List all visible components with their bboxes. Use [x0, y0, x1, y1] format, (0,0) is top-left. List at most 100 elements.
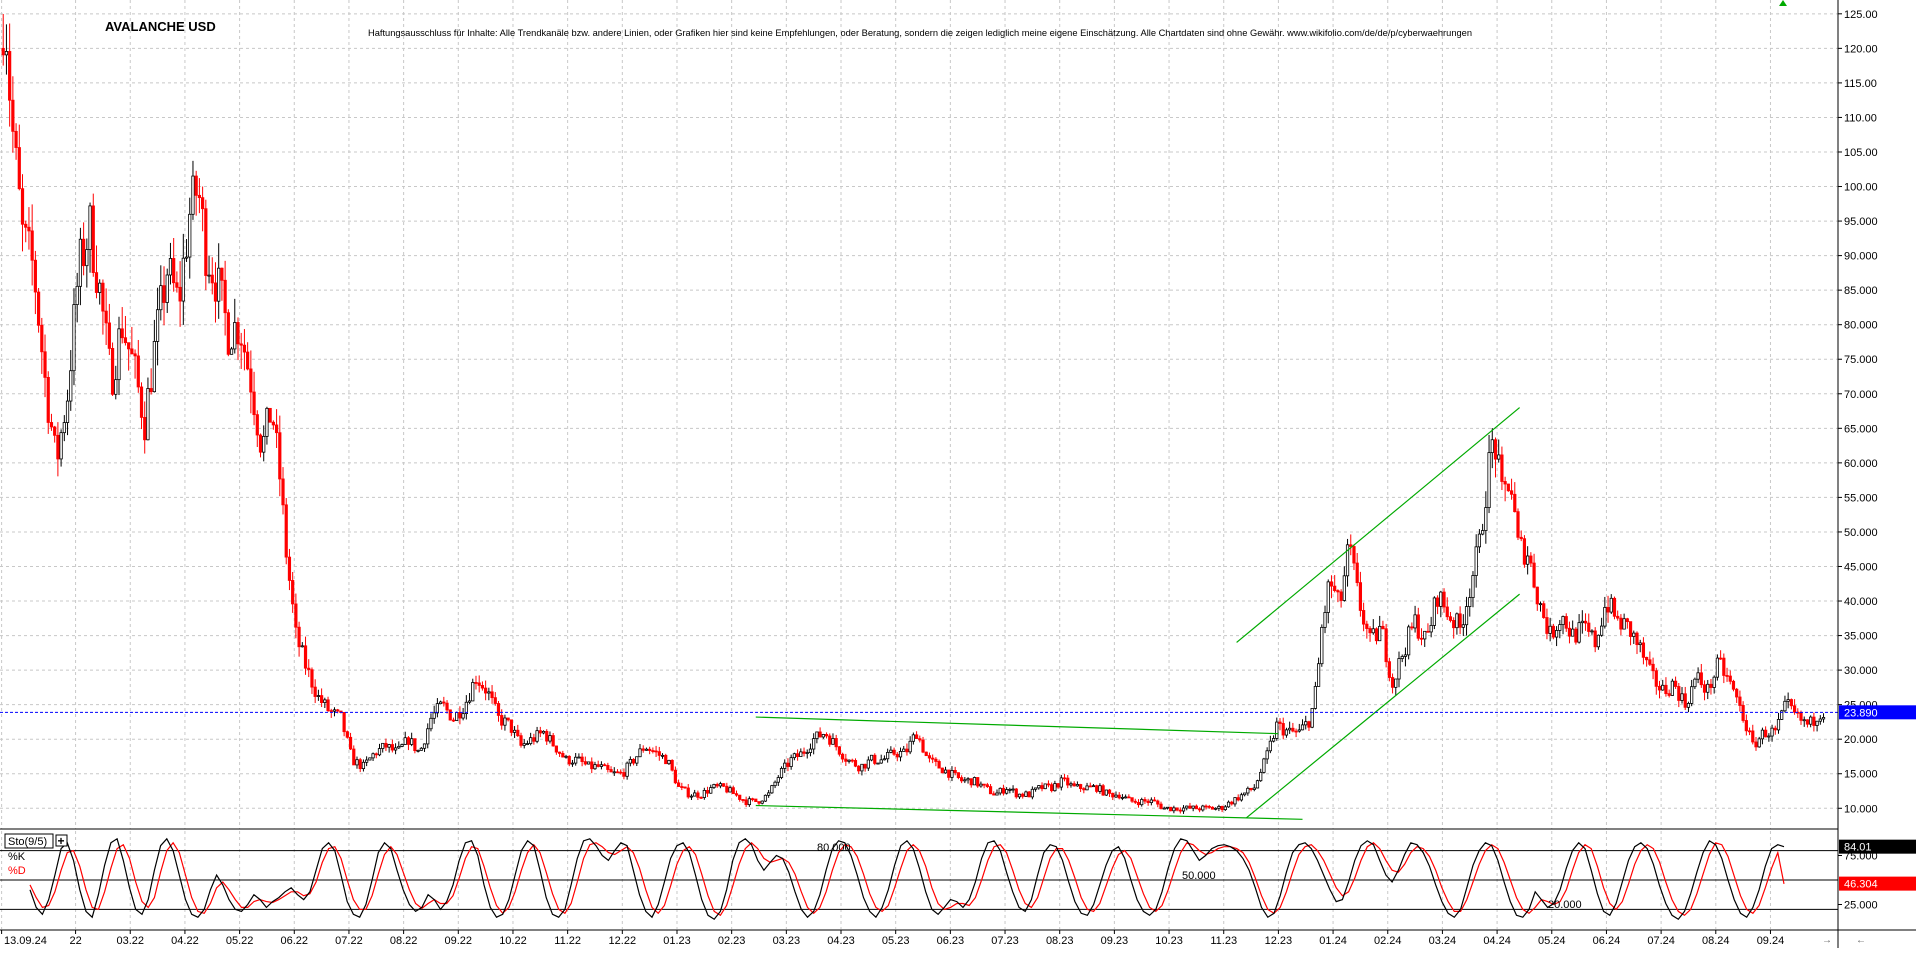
candle-body — [255, 414, 259, 436]
candle-body — [320, 695, 324, 703]
candle-body — [223, 279, 227, 314]
legend-d-label: %D — [8, 865, 26, 877]
candle-body — [1217, 806, 1221, 809]
x-tick-label: 03.24 — [1429, 935, 1457, 947]
candle-body — [545, 730, 549, 742]
price-grid — [0, 0, 1838, 829]
candle-body — [1509, 490, 1514, 495]
candle-body — [1159, 803, 1163, 809]
candle-body — [683, 786, 687, 789]
price-tick-label: 50.000 — [1844, 527, 1878, 539]
candle-body — [1738, 696, 1742, 706]
candle-body — [1577, 622, 1581, 643]
candle-body — [988, 786, 993, 795]
candle-body — [406, 737, 411, 745]
candle-body — [1448, 616, 1453, 621]
candle-body — [1355, 562, 1359, 584]
candle-body — [78, 238, 83, 287]
candle-body — [1104, 789, 1108, 796]
candle-body — [297, 626, 301, 648]
candle-body — [33, 259, 37, 293]
candle-body — [1715, 657, 1719, 678]
candle-body — [680, 786, 684, 788]
candle-body — [1384, 628, 1388, 663]
candle-body — [300, 645, 304, 648]
candle-body — [397, 745, 401, 749]
candle-body — [1165, 806, 1170, 809]
candle-body — [1066, 777, 1070, 786]
candle-body — [133, 353, 137, 357]
candle-body — [403, 737, 407, 745]
candle-body — [1600, 625, 1604, 636]
price-tick-label: 120.00 — [1844, 43, 1878, 55]
candle-body — [725, 785, 729, 793]
candle-body — [1513, 493, 1517, 513]
stochastic-ref-50-label: 50.000 — [1182, 870, 1216, 882]
candle-body — [43, 351, 47, 378]
candle-body — [754, 798, 758, 803]
candle-body — [558, 751, 562, 754]
candle-body — [712, 784, 716, 788]
candle-body — [741, 799, 745, 801]
candle-body — [442, 701, 446, 704]
candle-body — [355, 759, 359, 766]
candle-body — [625, 762, 629, 777]
indicator-expand-button[interactable]: + — [55, 834, 68, 848]
candle-body — [792, 753, 796, 759]
candle-body — [14, 130, 18, 148]
candle-body — [853, 760, 858, 767]
candle-body — [159, 285, 163, 311]
candle-body — [763, 794, 768, 802]
candle-body — [365, 759, 369, 763]
x-tick-label: 04.23 — [827, 935, 855, 947]
candle-body — [982, 783, 986, 786]
candle-body — [1767, 735, 1771, 738]
candle-body — [1580, 620, 1584, 624]
candle-body — [1706, 683, 1710, 693]
candle-body — [1764, 729, 1768, 738]
stochastic-indicator-box[interactable]: Sto(9/5) — [4, 833, 54, 849]
candle-body — [770, 785, 774, 794]
candle-body — [1735, 688, 1739, 698]
candle-body — [892, 749, 896, 755]
x-tick-label: 06.22 — [281, 935, 309, 947]
candle-body — [1776, 719, 1781, 731]
candle-body — [114, 379, 118, 395]
x-tick-label: 10.22 — [499, 935, 527, 947]
candle-body — [879, 759, 883, 764]
candle-body — [1651, 663, 1655, 672]
candle-body — [1181, 807, 1186, 812]
candle-body — [834, 738, 838, 748]
candle-body — [1754, 741, 1758, 748]
candle-body — [1239, 794, 1244, 801]
candle-body — [1429, 625, 1433, 633]
candle-body — [1143, 799, 1147, 802]
candle-body — [1333, 585, 1337, 591]
candle-body — [136, 355, 140, 388]
candle-body — [561, 753, 565, 758]
candle-body — [869, 754, 874, 761]
candle-body — [413, 738, 417, 752]
k-last-marker — [1839, 839, 1916, 854]
price-tick-label: 75.000 — [1844, 354, 1878, 366]
scroll-left-arrow[interactable]: ← — [1856, 935, 1866, 946]
candle-body — [1191, 805, 1195, 809]
candle-body — [400, 744, 404, 747]
candle-body — [805, 752, 809, 754]
candle-body — [1677, 686, 1681, 701]
scroll-right-arrow[interactable]: → — [1822, 935, 1832, 946]
candle-body — [381, 742, 385, 749]
price-tick-label: 85.000 — [1844, 285, 1878, 297]
candle-body — [940, 767, 944, 774]
candle-body — [82, 238, 86, 267]
candle-body — [464, 701, 468, 715]
candle-body — [1751, 730, 1755, 743]
candle-body — [65, 400, 70, 423]
candle-body — [1690, 686, 1694, 704]
candle-body — [329, 710, 333, 712]
candle-body — [795, 753, 800, 758]
price-candles — [1, 14, 1826, 814]
candle-body — [1699, 672, 1703, 686]
x-tick-label: 08.23 — [1046, 935, 1074, 947]
